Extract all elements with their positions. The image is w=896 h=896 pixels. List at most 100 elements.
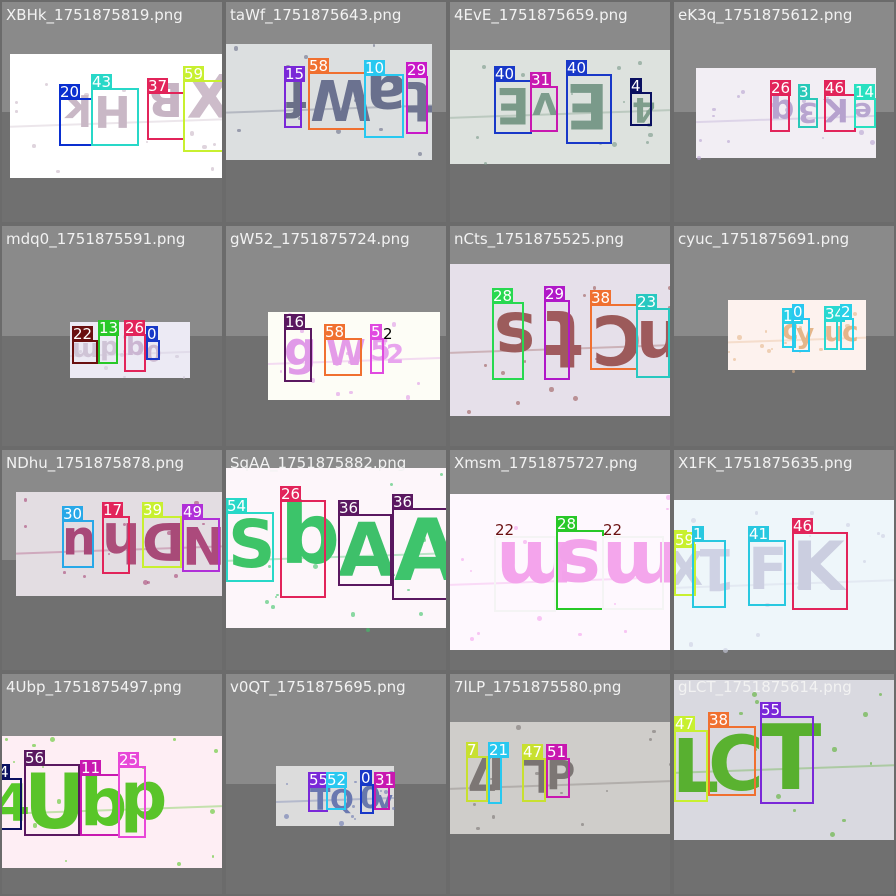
noise-dot: [209, 809, 215, 815]
noise-dot: [501, 371, 506, 376]
noise-dot: [699, 138, 703, 143]
noise-dot: [41, 765, 45, 769]
noise-dot: [624, 630, 627, 633]
noise-dot: [360, 798, 365, 803]
noise-dot: [354, 99, 358, 103]
noise-dot: [798, 326, 802, 330]
image-tile[interactable]: stCn28293823nCts_1751875525.png: [450, 226, 670, 446]
noise-dot: [279, 370, 283, 373]
noise-dot: [841, 818, 846, 823]
captcha-glyph: K: [792, 528, 845, 607]
captcha-glyph: L: [674, 724, 720, 810]
class-label: 2: [840, 303, 852, 321]
noise-dot: [304, 54, 309, 59]
class-label: 25: [118, 751, 140, 769]
noise-dot: [876, 531, 880, 535]
noise-dot: [514, 525, 519, 530]
noise-dot: [476, 632, 480, 635]
class-label: 17: [102, 501, 124, 519]
captcha-glyph: S: [228, 506, 276, 583]
noise-dot: [122, 522, 127, 527]
noise-dot: [172, 738, 176, 741]
class-label: 54: [226, 497, 248, 515]
bounding-box: 46: [824, 80, 856, 132]
bounding-box: 36: [338, 500, 392, 586]
bounding-box: 4: [2, 764, 22, 830]
bounding-box: 22: [494, 522, 556, 612]
noise-dot: [176, 861, 182, 867]
class-label: 49: [182, 503, 204, 521]
bounding-box: 16: [284, 314, 312, 382]
class-label: 47: [674, 715, 696, 733]
noise-dot: [83, 575, 87, 579]
bounding-box: 10: [364, 60, 404, 138]
tile-filename: cyuc_1751875691.png: [678, 230, 850, 248]
captcha-glyph: A: [394, 501, 446, 601]
image-tile[interactable]: cyuc120342cyuc_1751875691.png: [674, 226, 894, 446]
noise-dot: [523, 360, 527, 363]
noise-dot: [120, 352, 125, 357]
image-tile[interactable]: g W 5 2 16 58 5 2 gW52_1751875724.png: [226, 226, 446, 446]
noise-dot: [668, 305, 670, 310]
noise-dot: [354, 780, 357, 784]
noise-dot: [182, 376, 186, 379]
image-tile[interactable]: u h D N 30 17 39 49 NDhu_1751875878.png: [2, 450, 222, 670]
image-tile[interactable]: kHBX20433759XBHk_1751875819.png: [2, 2, 222, 222]
bounding-box: 11: [80, 760, 120, 836]
captcha-glyph: 2: [386, 340, 405, 370]
image-tile[interactable]: T Q 0 v 55 52 0 31 v0QT_1751875695.png: [226, 674, 446, 894]
image-tile[interactable]: m d q 0 22 13 26 0 mdq0_1751875591.png: [2, 226, 222, 446]
image-tile[interactable]: X1FK555914146X1FK_1751875635.png: [674, 450, 894, 670]
tile-filename: mdq0_1751875591.png: [6, 230, 186, 248]
class-label: 2: [383, 325, 393, 343]
bounding-box: 56: [24, 750, 80, 836]
noise-dot: [4, 737, 8, 741]
noise-dot: [475, 135, 480, 140]
noise-dot: [770, 102, 775, 107]
noise-dot: [351, 804, 355, 808]
noise-dot: [795, 772, 799, 777]
bounding-box: 13: [98, 320, 120, 364]
noise-dot: [515, 400, 521, 406]
noise-dot: [614, 602, 617, 605]
noise-dot: [284, 813, 290, 819]
noise-dot: [737, 95, 741, 99]
tile-filename: eK3q_1751875612.png: [678, 6, 853, 24]
noise-dot: [418, 152, 422, 157]
noise-dot: [194, 500, 199, 506]
bounding-box: 7: [466, 742, 488, 802]
bounding-box: 26: [280, 486, 326, 598]
captcha-image: [450, 50, 670, 164]
noise-dot: [167, 530, 172, 536]
bounding-box: 20: [59, 84, 93, 146]
tile-filename: X1FK_1751875635.png: [678, 454, 853, 472]
class-label: 52: [326, 771, 348, 789]
noise-dot: [392, 806, 396, 810]
noise-dot: [419, 611, 424, 616]
noise-dot: [472, 802, 476, 806]
noise-dot: [785, 107, 790, 112]
bounding-box: 22: [602, 522, 664, 610]
bounding-box: 49: [182, 504, 220, 572]
noise-dot: [879, 692, 883, 697]
noise-dot: [335, 129, 341, 135]
noise-dot: [350, 80, 354, 85]
captcha-glyph: T: [760, 706, 822, 811]
noise-dot: [560, 791, 563, 795]
noise-dot: [264, 599, 269, 604]
noise-dot: [572, 396, 578, 402]
noise-dot: [351, 815, 355, 818]
bounding-box: 43: [91, 74, 139, 146]
image-tile[interactable]: L C T 47 38 55 gLCT_1751875614.png: [674, 674, 894, 894]
noise-dot: [348, 390, 353, 395]
tile-background: [2, 226, 222, 336]
image-tile[interactable]: msm222822Xmsm_1751875727.png: [450, 450, 670, 670]
noise-dot: [728, 350, 731, 354]
image-tile[interactable]: 7 l L P 7 21 47 51 7lLP_1751875580.png: [450, 674, 670, 894]
noise-dot: [537, 615, 542, 621]
